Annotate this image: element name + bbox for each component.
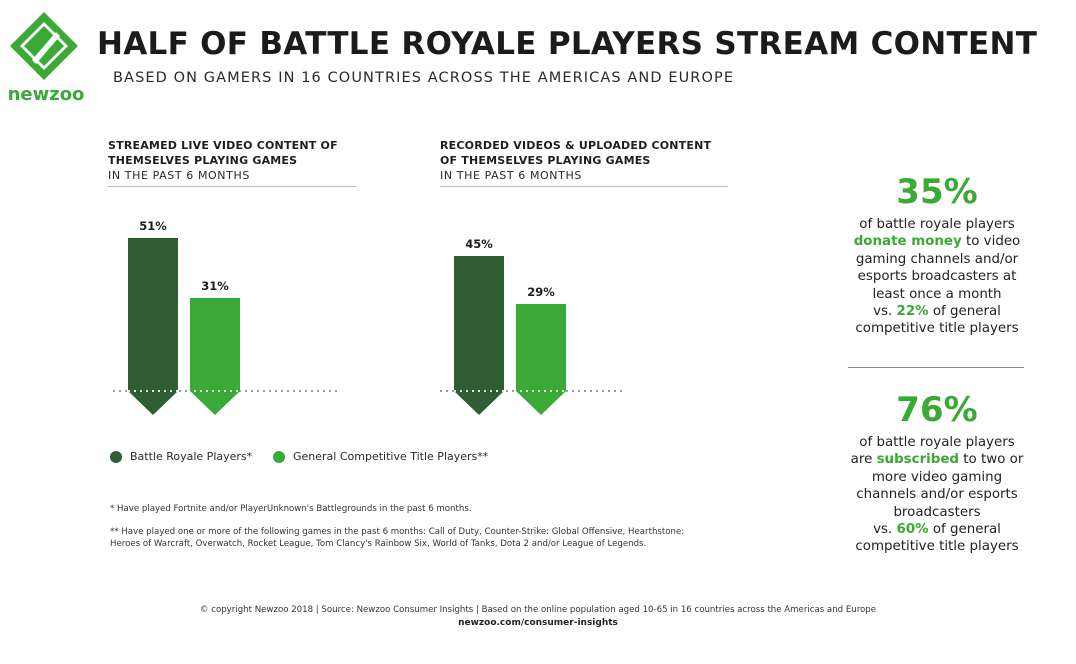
legend-swatch-light-icon [273,450,285,463]
stat-donate-value: 35% [896,172,978,212]
panel-1-divider [108,186,356,187]
footnote-2-line1: ** Have played one or more of the follow… [110,527,685,537]
stat-donate-line7: competitive title players [855,321,1019,337]
stat-block-subscribed: 76% of battle royale players are subscri… [840,390,1034,556]
panel-2-divider [440,186,728,187]
stat-subscribed-line7: competitive title players [855,539,1019,555]
stat-subscribed-line2-pre: are [850,452,877,468]
chart-1-bar-general [190,298,240,415]
panel-1-heading-line1: STREAMED LIVE VIDEO CONTENT OF [108,139,338,152]
panel-1-period: IN THE PAST 6 MONTHS [108,169,250,182]
stat-subscribed-vs: vs. [873,522,897,538]
footer-source: © copyright Newzoo 2018 | Source: Newzoo… [199,605,877,615]
panel-2-period: IN THE PAST 6 MONTHS [440,169,582,182]
stat-subscribed-line6-rest: of general [928,522,1001,538]
legend-label-battle-royale: Battle Royale Players* [130,450,253,463]
footer-link[interactable]: newzoo.com/consumer-insights [458,618,618,628]
stat-donate-line3: gaming channels and/or [855,251,1019,267]
page-title: HALF OF BATTLE ROYALE PLAYERS STREAM CON… [97,26,1038,62]
stat-subscribed-line2: are subscribed to two or [840,451,1034,468]
stat-donate-line4: esports broadcasters at [857,269,1017,285]
footnote-2-line2: Heroes of Warcraft, Overwatch, Rocket Le… [110,539,647,549]
stat-subscribed-text: of battle royale players are subscribed … [840,434,1034,556]
stat-subscribed-line5: broadcasters [893,504,981,520]
chart-1-data-label-1: 51% [139,219,167,233]
chart-1-bar-battle-royale [128,238,178,415]
stat-donate-line6: vs. 22% of general [840,303,1034,320]
newzoo-logo [10,12,78,80]
stat-donate-text: of battle royale players donate money to… [840,216,1034,338]
legend-item-general: General Competitive Title Players** [273,450,488,463]
stat-donate-line5: least once a month [872,286,1002,302]
stat-block-donate: 35% of battle royale players donate mone… [840,172,1034,338]
chart-2-data-label-2: 29% [527,285,555,299]
panel-1-heading-line2: THEMSELVES PLAYING GAMES [108,154,298,167]
chart-2-bar-battle-royale [454,256,504,415]
legend-item-battle-royale: Battle Royale Players* [110,450,252,463]
chart-2-data-label-1: 45% [465,237,493,251]
stat-donate-line1: of battle royale players [859,217,1015,232]
stat-donate-line6-rest: of general [928,304,1001,320]
panel-1-heading: STREAMED LIVE VIDEO CONTENT OF THEMSELVE… [108,138,338,183]
panel-2-heading-line1: RECORDED VIDEOS & UPLOADED CONTENT [440,139,712,152]
stat-subscribed-line4: channels and/or esports [856,487,1018,503]
stat-subscribed-value: 76% [896,390,978,430]
stat-donate-line2: donate money to video [840,233,1034,250]
panel-2-heading: RECORDED VIDEOS & UPLOADED CONTENT OF TH… [440,138,711,183]
stat-subscribed-line1: of battle royale players [859,435,1015,450]
stat-subscribed-comparison: 60% [896,522,929,538]
stat-donate-highlight: donate money [853,234,962,250]
stat-subscribed-line2-rest: to two or [959,452,1024,468]
chart-2-bar-general [516,304,566,415]
legend-label-general: General Competitive Title Players** [293,450,489,463]
footnote-1: * Have played Fortnite and/or PlayerUnkn… [110,504,472,514]
page-subtitle: BASED ON GAMERS IN 16 COUNTRIES ACROSS T… [113,70,735,86]
stats-divider [848,367,1024,368]
stat-subscribed-line6: vs. 60% of general [840,521,1034,538]
stat-subscribed-highlight: subscribed [876,452,960,468]
stat-donate-line2-rest: to video [961,234,1021,250]
stat-donate-comparison: 22% [896,304,929,320]
stat-subscribed-line3: more video gaming [871,469,1003,485]
chart-1-data-label-2: 31% [201,279,229,293]
stat-donate-vs: vs. [873,304,897,320]
logo-wordmark: newzoo [7,84,85,105]
legend-swatch-dark-icon [110,450,122,463]
panel-2-heading-line2: OF THEMSELVES PLAYING GAMES [440,154,651,167]
